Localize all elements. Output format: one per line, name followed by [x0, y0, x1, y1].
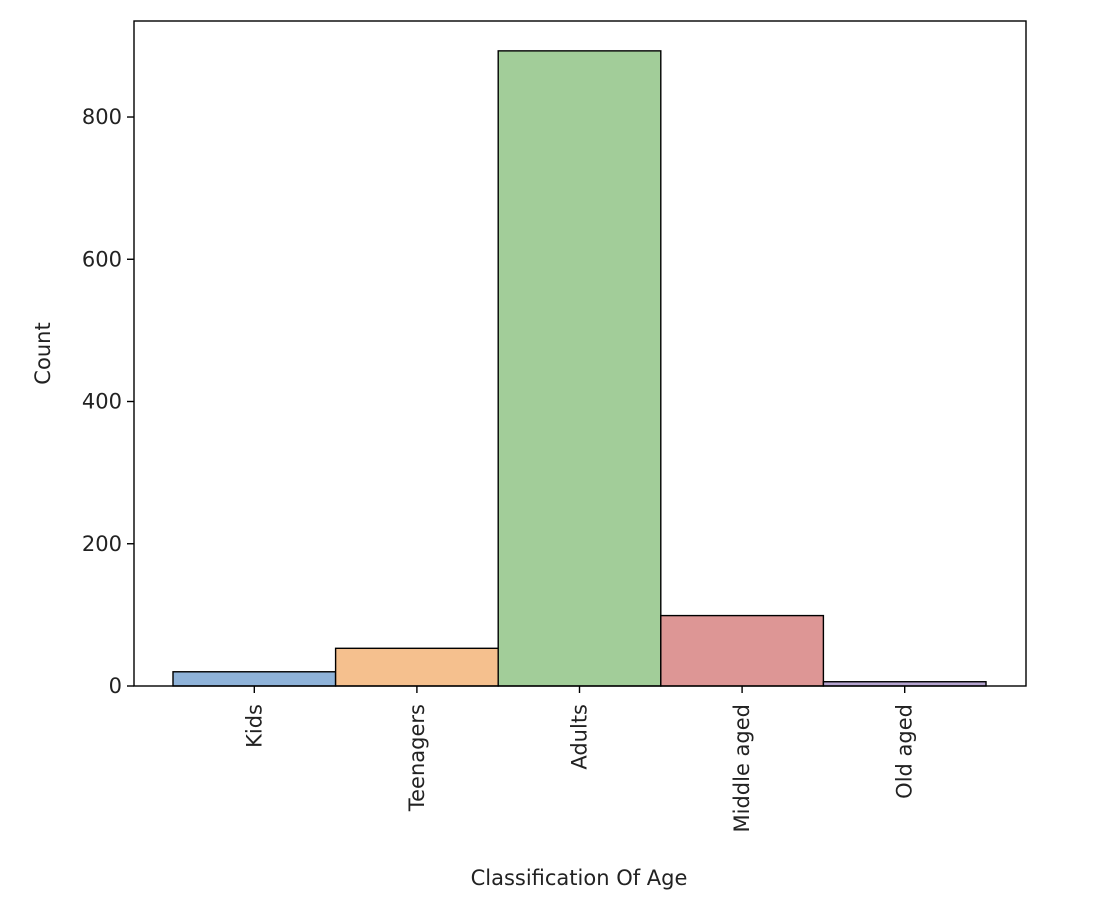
- bar-adults: [497, 50, 662, 687]
- bar-middle-aged: [660, 614, 825, 687]
- x-tick-label: Teenagers: [405, 704, 429, 812]
- x-axis: Kids Teenagers Adults Middle aged Old aged: [242, 686, 917, 833]
- y-axis-label: Count: [31, 322, 55, 384]
- y-tick-label: 200: [82, 532, 122, 556]
- x-axis-label: Classification Of Age: [471, 866, 688, 890]
- y-tick-label: 600: [82, 247, 122, 271]
- x-tick-label: Adults: [568, 704, 592, 770]
- x-tick-label: Middle aged: [730, 704, 754, 833]
- y-tick-label: 400: [82, 390, 122, 414]
- bar-teenagers: [334, 647, 499, 687]
- bar-kids: [172, 671, 337, 687]
- y-tick-label: 800: [82, 105, 122, 129]
- y-tick-label: 0: [109, 674, 122, 698]
- x-tick-label: Old aged: [893, 704, 917, 799]
- y-axis: 0 200 400 600 800: [82, 105, 134, 698]
- bars-layer: [172, 50, 987, 687]
- x-tick-label: Kids: [242, 704, 266, 748]
